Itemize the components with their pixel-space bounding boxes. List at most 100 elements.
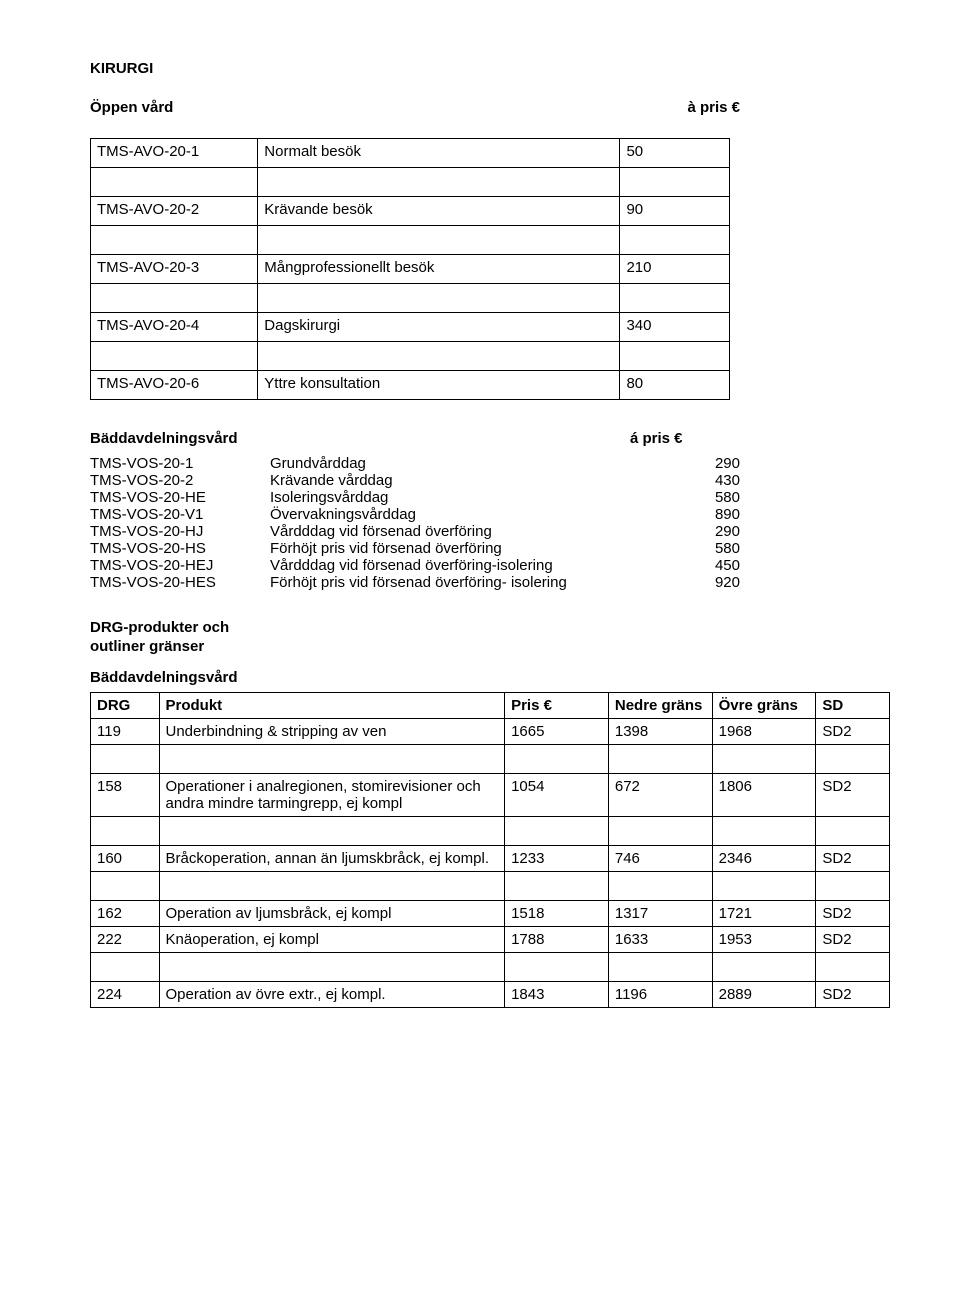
drg-heading-l3: Bäddavdelningsvård [90, 669, 890, 686]
desc-cell: Normalt besök [258, 139, 620, 168]
column-header: SD [816, 693, 890, 719]
table-cell: Operation av ljumsbråck, ej kompl [159, 901, 505, 927]
table-cell: 1953 [712, 927, 816, 953]
value-cell: 210 [620, 255, 730, 284]
table-row: 119Underbindning & stripping av ven16651… [91, 719, 890, 745]
table-cell: 160 [91, 846, 160, 872]
code-label: TMS-VOS-20-2 [90, 472, 270, 489]
table-row: TMS-AVO-20-2Krävande besök90 [91, 197, 730, 226]
table-cell: Operation av övre extr., ej kompl. [159, 982, 505, 1008]
code-cell: TMS-AVO-20-6 [91, 371, 258, 400]
drg-heading-l1: DRG-produkter och [90, 619, 890, 636]
value-label: 450 [690, 557, 740, 574]
table-row: TMS-AVO-20-1Normalt besök50 [91, 139, 730, 168]
value-cell: 50 [620, 139, 730, 168]
table-cell: 224 [91, 982, 160, 1008]
table-row: TMS-AVO-20-4Dagskirurgi340 [91, 313, 730, 342]
table-cell: 1233 [505, 846, 609, 872]
code-label: TMS-VOS-20-HES [90, 574, 270, 591]
desc-cell: Mångprofessionellt besök [258, 255, 620, 284]
column-header: Nedre gräns [608, 693, 712, 719]
code-label: TMS-VOS-20-HS [90, 540, 270, 557]
table-cell: SD2 [816, 982, 890, 1008]
code-label: TMS-VOS-20-HE [90, 489, 270, 506]
code-label: TMS-VOS-20-1 [90, 455, 270, 472]
desc-label: Isoleringsvårddag [270, 489, 690, 506]
value-cell: 90 [620, 197, 730, 226]
table-row: 222Knäoperation, ej kompl178816331953SD2 [91, 927, 890, 953]
desc-cell: Yttre konsultation [258, 371, 620, 400]
desc-cell: Dagskirurgi [258, 313, 620, 342]
table-cell: 1317 [608, 901, 712, 927]
desc-label: Förhöjt pris vid försenad överföring- is… [270, 574, 690, 591]
table-row: TMS-AVO-20-3Mångprofessionellt besök210 [91, 255, 730, 284]
table-cell: SD2 [816, 846, 890, 872]
column-header: Pris € [505, 693, 609, 719]
table-row: 160Bråckoperation, annan än ljumskbråck,… [91, 846, 890, 872]
list-item: TMS-VOS-20-1Grundvårddag290 [90, 455, 890, 472]
table-cell: 672 [608, 774, 712, 817]
table-cell: 1968 [712, 719, 816, 745]
table-cell: 158 [91, 774, 160, 817]
list-item: TMS-VOS-20-HSFörhöjt pris vid försenad ö… [90, 540, 890, 557]
table-cell: 1843 [505, 982, 609, 1008]
column-header: Produkt [159, 693, 505, 719]
table-header-row: DRGProduktPris €Nedre gränsÖvre gränsSD [91, 693, 890, 719]
a-pris-heading: à pris € [687, 99, 740, 116]
desc-label: Förhöjt pris vid försenad överföring [270, 540, 690, 557]
table-cell: 2889 [712, 982, 816, 1008]
table-cell: 119 [91, 719, 160, 745]
list-item: TMS-VOS-20-HJVårdddag vid försenad överf… [90, 523, 890, 540]
list-item: TMS-VOS-20-2Krävande vårddag430 [90, 472, 890, 489]
value-label: 920 [690, 574, 740, 591]
value-label: 580 [690, 489, 740, 506]
gap-row [91, 953, 890, 982]
value-label: 290 [690, 523, 740, 540]
desc-label: Vårdddag vid försenad överföring [270, 523, 690, 540]
table-cell: 1398 [608, 719, 712, 745]
code-cell: TMS-AVO-20-4 [91, 313, 258, 342]
table-cell: 746 [608, 846, 712, 872]
desc-label: Grundvårddag [270, 455, 690, 472]
open-care-heading: Öppen vård [90, 99, 173, 116]
table-cell: Underbindning & stripping av ven [159, 719, 505, 745]
gap-row [91, 817, 890, 846]
page-title: KIRURGI [90, 60, 890, 77]
table-cell: 1196 [608, 982, 712, 1008]
table-cell: Bråckoperation, annan än ljumskbråck, ej… [159, 846, 505, 872]
value-label: 580 [690, 540, 740, 557]
desc-label: Krävande vårddag [270, 472, 690, 489]
table-cell: 2346 [712, 846, 816, 872]
table-cell: 1518 [505, 901, 609, 927]
table-cell: Operationer i analregionen, stomirevisio… [159, 774, 505, 817]
a-pris-heading-2: á pris € [630, 430, 683, 447]
list-item: TMS-VOS-20-V1Övervakningsvårddag890 [90, 506, 890, 523]
table-cell: 1721 [712, 901, 816, 927]
column-header: DRG [91, 693, 160, 719]
table-cell: 162 [91, 901, 160, 927]
bed-care-list: TMS-VOS-20-1Grundvårddag290TMS-VOS-20-2K… [90, 455, 890, 591]
gap-row [91, 745, 890, 774]
drg-table: DRGProduktPris €Nedre gränsÖvre gränsSD1… [90, 692, 890, 1008]
desc-label: Vårdddag vid försenad överföring-isoleri… [270, 557, 690, 574]
drg-heading-l2: outliner gränser [90, 638, 890, 655]
value-cell: 80 [620, 371, 730, 400]
table-cell: 1788 [505, 927, 609, 953]
value-label: 430 [690, 472, 740, 489]
value-label: 290 [690, 455, 740, 472]
column-header: Övre gräns [712, 693, 816, 719]
table-cell: SD2 [816, 901, 890, 927]
table-cell: 1806 [712, 774, 816, 817]
desc-label: Övervakningsvårddag [270, 506, 690, 523]
table-cell: SD2 [816, 774, 890, 817]
value-cell: 340 [620, 313, 730, 342]
table-cell: 222 [91, 927, 160, 953]
table-cell: 1054 [505, 774, 609, 817]
value-label: 890 [690, 506, 740, 523]
open-care-table: TMS-AVO-20-1Normalt besök50 TMS-AVO-20-2K… [90, 138, 730, 400]
code-label: TMS-VOS-20-HJ [90, 523, 270, 540]
gap-row [91, 872, 890, 901]
code-label: TMS-VOS-20-HEJ [90, 557, 270, 574]
list-item: TMS-VOS-20-HESFörhöjt pris vid försenad … [90, 574, 890, 591]
table-row: TMS-AVO-20-6Yttre konsultation80 [91, 371, 730, 400]
